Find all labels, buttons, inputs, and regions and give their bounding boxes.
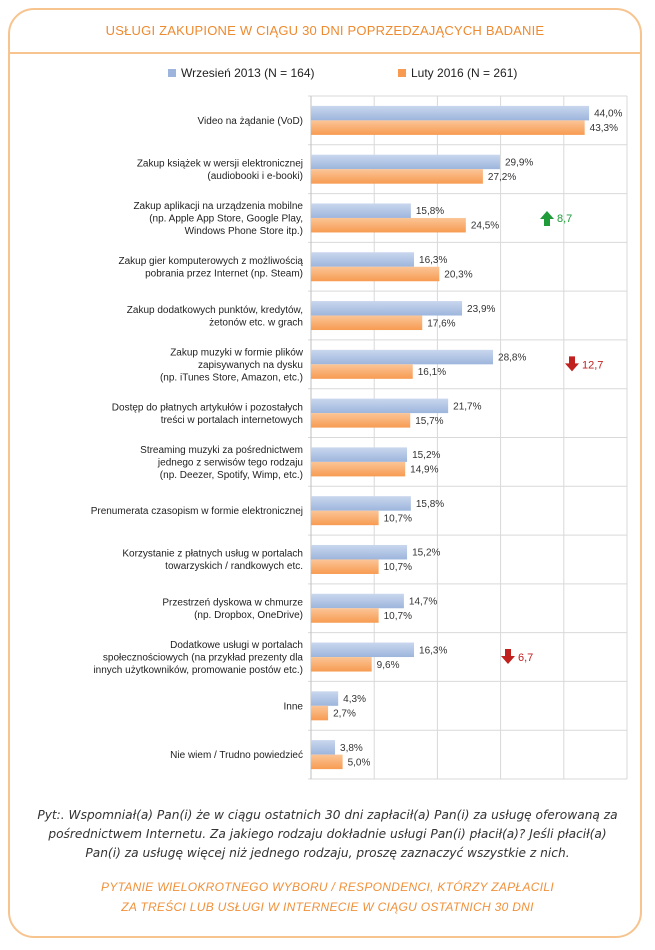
value-label-series-1: 15,2% (412, 450, 440, 461)
value-label-series-1: 44,0% (594, 109, 622, 120)
bar-series-2 (311, 413, 411, 428)
bar-series-2 (311, 315, 423, 331)
bar-series-2 (311, 559, 379, 574)
arrow-down-icon (565, 356, 579, 372)
legend-swatch-series-2 (398, 69, 406, 77)
bar-series-1 (311, 447, 408, 462)
value-label-series-1: 16,3% (419, 645, 447, 656)
value-label-series-2: 9,6% (377, 660, 400, 671)
value-label-series-1: 3,8% (340, 743, 363, 754)
legend-label-series-2: Luty 2016 (N = 261) (411, 66, 518, 80)
category-label: Zakup muzyki w formie plików zapisywanych… (160, 347, 304, 383)
value-label-series-2: 15,7% (415, 416, 443, 427)
category-label: Nie wiem / Trudno powiedzieć (170, 750, 303, 761)
bar-series-2 (311, 657, 372, 672)
legend-item-series-2: Luty 2016 (N = 261) (398, 66, 517, 80)
bar-series-1 (311, 154, 500, 170)
category-label: Zakup dodatkowych punktów, kredytów, żeto… (127, 305, 303, 329)
bar-series-2 (311, 120, 585, 135)
bar-series-1 (311, 349, 494, 365)
value-label-series-2: 10,7% (384, 562, 412, 573)
value-label-series-2: 10,7% (384, 611, 412, 622)
bar-series-2 (311, 461, 406, 477)
bar-series-1 (311, 252, 415, 267)
value-label-series-1: 14,7% (409, 597, 437, 608)
value-label-series-1: 29,9% (505, 157, 533, 168)
legend: Wrzesień 2013 (N = 164) Luty 2016 (N = 2… (0, 64, 655, 84)
category-label: Video na żądanie (VoD) (198, 116, 303, 127)
bar-series-2 (311, 705, 329, 721)
value-label-series-2: 43,3% (590, 123, 618, 134)
value-label-series-1: 23,9% (467, 304, 495, 315)
category-label: Inne (284, 701, 304, 712)
chart-title: USŁUGI ZAKUPIONE W CIĄGU 30 DNI POPRZEDZ… (8, 8, 642, 54)
bar-series-1 (311, 544, 408, 560)
bar-series-2 (311, 266, 440, 282)
arrow-down-icon (501, 649, 515, 665)
value-label-series-2: 16,1% (418, 367, 446, 378)
category-label: Zakup gier komputerowych z możliwością po… (118, 256, 303, 280)
survey-note: PYTANIE WIELOKROTNEGO WYBORU / RESPONDEN… (30, 877, 625, 917)
bar-series-2 (311, 754, 343, 770)
bar-series-1 (311, 642, 415, 658)
value-label-series-2: 2,7% (333, 709, 356, 720)
survey-question: Pyt:. Wspomniał(a) Pan(i) że w ciągu ost… (37, 808, 618, 860)
value-label-series-2: 20,3% (444, 270, 472, 281)
arrow-up-icon (540, 210, 554, 226)
bar-series-1 (311, 496, 411, 511)
legend-item-series-1: Wrzesień 2013 (N = 164) (168, 66, 315, 80)
bar-series-1 (311, 691, 339, 706)
value-label-series-1: 28,8% (498, 353, 526, 364)
category-label: Streaming muzyki za pośrednictwem jednego… (140, 445, 303, 481)
value-label-series-2: 10,7% (384, 513, 412, 524)
value-label-series-1: 21,7% (453, 401, 481, 412)
category-label: Zakup książek w wersji elektronicznej (au… (137, 158, 303, 182)
value-label-series-1: 15,8% (416, 499, 444, 510)
legend-swatch-series-1 (168, 69, 176, 77)
category-label: Dostęp do płatnych artykułów i pozostały… (112, 402, 303, 426)
category-label: Zakup aplikacji na urządzenia mobilne (np… (133, 201, 303, 237)
survey-note-line-2: ZA TREŚCI LUB USŁUGI W INTERNECIE W CIĄG… (121, 900, 534, 914)
value-label-series-1: 16,3% (419, 255, 447, 266)
legend-label-series-1: Wrzesień 2013 (N = 164) (181, 66, 315, 80)
value-label-series-2: 24,5% (471, 221, 499, 232)
survey-note-line-1: PYTANIE WIELOKROTNEGO WYBORU / RESPONDEN… (101, 880, 554, 894)
value-label-series-1: 15,8% (416, 206, 444, 217)
bar-series-2 (311, 169, 483, 184)
bar-series-1 (311, 398, 449, 414)
value-label-series-2: 5,0% (348, 757, 371, 768)
bar-series-1 (311, 105, 590, 121)
value-label-series-1: 4,3% (343, 694, 366, 705)
bar-chart: Video na żądanie (VoD) 44,0% 43,3% Zakup ks… (91, 95, 628, 780)
bar-series-2 (311, 217, 466, 233)
value-label-series-1: 15,2% (412, 548, 440, 559)
category-label: Dodatkowe usługi w portalach społeczności… (93, 640, 303, 676)
value-label-series-2: 17,6% (427, 318, 455, 329)
bar-series-2 (311, 364, 413, 379)
value-label-series-2: 27,2% (488, 172, 516, 183)
change-label: 12,7 (582, 359, 603, 371)
category-label: Prenumerata czasopism w formie elektroni… (91, 506, 303, 517)
bar-series-1 (311, 740, 336, 755)
value-label-series-2: 14,9% (410, 465, 438, 476)
category-label: Korzystanie z płatnych usług w portalach… (122, 549, 303, 573)
category-label: Przestrzeń dyskowa w chmurze (np. Dropbox… (162, 598, 303, 622)
bar-series-1 (311, 301, 463, 316)
bar-series-1 (311, 203, 411, 218)
change-label: 8,7 (557, 213, 572, 225)
bar-series-2 (311, 608, 379, 623)
change-label: 6,7 (518, 652, 533, 664)
bar-series-2 (311, 510, 379, 526)
bar-series-1 (311, 593, 404, 609)
